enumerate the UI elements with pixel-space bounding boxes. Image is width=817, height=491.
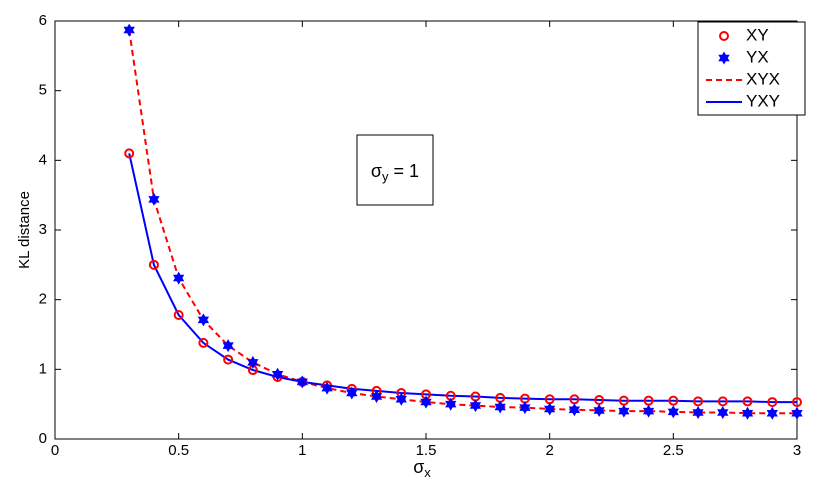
data-point bbox=[123, 23, 135, 37]
legend-marker bbox=[719, 31, 729, 41]
legend-label: XYX bbox=[746, 69, 780, 88]
data-point bbox=[668, 395, 679, 406]
data-point bbox=[148, 259, 159, 270]
data-point bbox=[395, 392, 407, 406]
data-point bbox=[198, 337, 209, 348]
x-label-subscript: x bbox=[424, 465, 431, 480]
data-point bbox=[766, 406, 778, 420]
x-axis-label: σx bbox=[413, 457, 431, 481]
legend-label: XY bbox=[746, 25, 769, 44]
y-tick-label: 4 bbox=[39, 151, 47, 168]
annotation-box bbox=[356, 134, 434, 206]
annotation-text: = 1 bbox=[394, 161, 420, 181]
data-point bbox=[222, 339, 234, 353]
y-tick-label: 5 bbox=[39, 82, 47, 99]
legend-label: YXY bbox=[746, 91, 780, 110]
y-tick-label: 0 bbox=[39, 430, 47, 447]
data-point bbox=[173, 309, 184, 320]
data-point bbox=[717, 396, 728, 407]
data-point bbox=[271, 367, 284, 381]
data-point bbox=[370, 389, 383, 403]
legend-box bbox=[697, 21, 806, 116]
x-tick-label: 3 bbox=[793, 442, 801, 459]
data-point bbox=[223, 354, 234, 365]
data-point bbox=[618, 404, 630, 418]
data-point bbox=[519, 401, 531, 415]
data-point bbox=[741, 406, 754, 420]
data-point bbox=[791, 406, 803, 420]
data-point bbox=[667, 405, 679, 419]
data-point bbox=[445, 397, 457, 411]
x-tick-label: 0.5 bbox=[168, 442, 189, 459]
data-point bbox=[321, 381, 333, 395]
y-tick-label: 3 bbox=[39, 221, 47, 238]
legend-marker bbox=[718, 51, 730, 65]
annotation-subscript: y bbox=[382, 169, 389, 184]
data-point bbox=[767, 397, 778, 408]
data-point bbox=[420, 395, 432, 409]
x-label-symbol: σ bbox=[413, 457, 424, 477]
y-tick-label: 1 bbox=[39, 360, 47, 377]
data-point bbox=[593, 403, 605, 417]
data-point bbox=[568, 403, 581, 417]
legend: XY YX XYX YXY bbox=[697, 21, 806, 116]
data-point bbox=[469, 399, 482, 413]
annotation: σy = 1 bbox=[371, 161, 419, 185]
data-point bbox=[693, 396, 704, 407]
data-point bbox=[544, 402, 556, 416]
data-point bbox=[148, 192, 160, 206]
data-point bbox=[124, 148, 135, 159]
data-point bbox=[197, 313, 210, 327]
data-point bbox=[296, 375, 308, 389]
y-axis-label: KL distance bbox=[16, 191, 33, 269]
data-point bbox=[717, 406, 729, 419]
legend-label: YX bbox=[746, 47, 769, 66]
data-point bbox=[494, 400, 506, 414]
data-point bbox=[346, 386, 358, 400]
data-point bbox=[247, 355, 259, 369]
data-point bbox=[692, 405, 704, 419]
x-tick-label: 1 bbox=[298, 442, 306, 459]
data-point bbox=[792, 397, 802, 408]
plot-area bbox=[54, 20, 798, 440]
series-line bbox=[128, 153, 797, 404]
x-tick-label: 0 bbox=[51, 442, 59, 459]
series-line bbox=[128, 29, 797, 415]
x-tick-label: 2.5 bbox=[663, 442, 684, 459]
annotation-symbol: σ bbox=[371, 161, 382, 181]
y-tick-label: 2 bbox=[39, 291, 47, 308]
data-point bbox=[173, 271, 185, 285]
x-tick-label: 2 bbox=[545, 442, 553, 459]
y-tick-label: 6 bbox=[39, 12, 47, 29]
x-tick-label: 1.5 bbox=[416, 442, 437, 459]
data-point bbox=[742, 396, 753, 407]
data-point bbox=[642, 404, 655, 418]
